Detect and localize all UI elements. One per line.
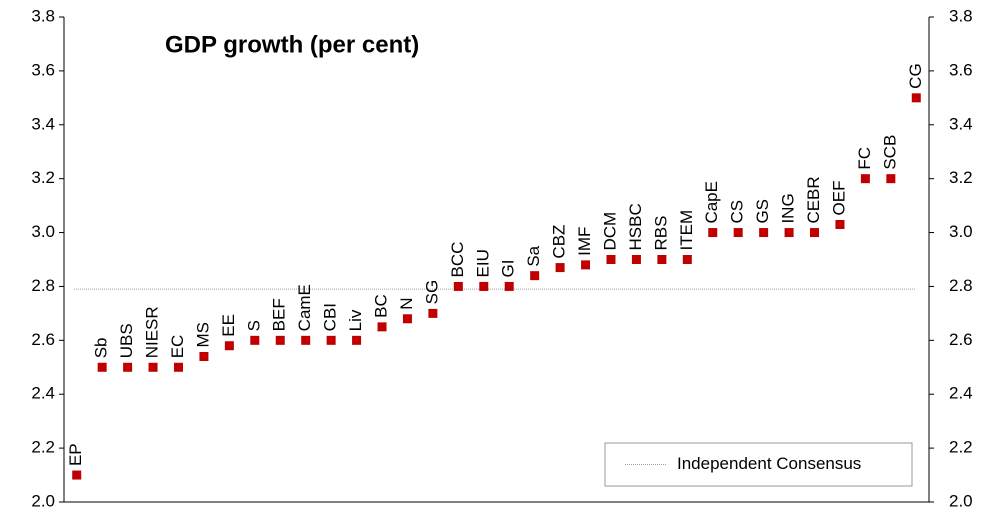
- point-label: CBZ: [550, 225, 569, 259]
- point-label: N: [397, 297, 416, 309]
- y2-tick-label: 2.8: [949, 276, 973, 295]
- y-tick-label: 2.6: [31, 330, 55, 349]
- y-tick-label: 3.4: [31, 114, 55, 133]
- point: [250, 335, 260, 345]
- y-tick-label: 2.0: [31, 491, 55, 510]
- point: [810, 228, 820, 238]
- point-label: OEF: [829, 181, 848, 216]
- legend-label: Independent Consensus: [677, 454, 861, 473]
- y2-tick-label: 3.6: [949, 60, 973, 79]
- point: [326, 335, 336, 345]
- point: [860, 174, 870, 184]
- y2-tick-label: 3.8: [949, 6, 973, 25]
- point: [275, 335, 285, 345]
- point-label: EP: [66, 443, 85, 466]
- point-label: SCB: [880, 135, 899, 170]
- point-label: CG: [906, 63, 925, 89]
- point-label: NIESR: [143, 306, 162, 358]
- point: [733, 228, 743, 238]
- y-tick-label: 2.4: [31, 384, 55, 403]
- point-label: UBS: [117, 323, 136, 358]
- point-label: SG: [422, 280, 441, 305]
- point-label: FC: [855, 147, 874, 170]
- point: [555, 263, 565, 273]
- point-label: EC: [168, 335, 187, 359]
- point-label: RBS: [651, 216, 670, 251]
- y2-tick-label: 3.0: [949, 222, 973, 241]
- point: [835, 219, 845, 229]
- point-label: HSBC: [626, 203, 645, 250]
- point-label: CamE: [295, 284, 314, 331]
- point-label: CBI: [321, 303, 340, 331]
- point-label: BC: [371, 294, 390, 318]
- point: [301, 335, 311, 345]
- point: [224, 341, 234, 351]
- point-label: Liv: [346, 309, 365, 331]
- point-label: EIU: [473, 249, 492, 277]
- y-tick-label: 2.2: [31, 438, 55, 457]
- point-label: GS: [753, 199, 772, 224]
- point: [708, 228, 718, 238]
- point-label: IMF: [575, 227, 594, 256]
- point: [581, 260, 591, 270]
- point: [453, 281, 463, 291]
- point-label: EE: [219, 314, 238, 337]
- point: [911, 93, 921, 103]
- point-label: Sa: [524, 245, 543, 266]
- y-tick-label: 3.0: [31, 222, 55, 241]
- point: [657, 255, 667, 264]
- point: [504, 281, 514, 291]
- y2-tick-label: 3.4: [949, 114, 973, 133]
- point-label: DCM: [600, 212, 619, 251]
- point-label: CS: [728, 200, 747, 224]
- point: [148, 362, 158, 372]
- point: [631, 255, 641, 264]
- point: [784, 228, 794, 238]
- point-label: GI: [499, 259, 518, 277]
- point-label: S: [244, 320, 263, 331]
- point: [886, 174, 896, 184]
- y2-tick-label: 3.2: [949, 168, 973, 187]
- y-tick-label: 3.8: [31, 6, 55, 25]
- legend-box: [604, 442, 913, 487]
- y2-tick-label: 2.6: [949, 330, 973, 349]
- y-tick-label: 3.2: [31, 168, 55, 187]
- y-tick-label: 3.6: [31, 60, 55, 79]
- point: [428, 308, 438, 318]
- point: [97, 362, 107, 372]
- point-label: BEF: [270, 298, 289, 331]
- y2-tick-label: 2.4: [949, 384, 973, 403]
- point: [123, 362, 133, 372]
- point-label: ITEM: [677, 210, 696, 251]
- point: [606, 255, 616, 264]
- point: [479, 281, 489, 291]
- point: [530, 271, 540, 281]
- point: [402, 314, 412, 324]
- point: [199, 352, 209, 361]
- y2-tick-label: 2.2: [949, 438, 973, 457]
- y-tick-label: 2.8: [31, 276, 55, 295]
- point: [352, 335, 362, 345]
- point: [173, 362, 183, 372]
- chart-title: GDP growth (per cent): [165, 31, 419, 58]
- point-label: BCC: [448, 242, 467, 278]
- point-label: ING: [779, 193, 798, 223]
- point-label: CapE: [702, 181, 721, 224]
- point: [377, 322, 387, 332]
- point-label: Sb: [92, 337, 111, 358]
- point-label: CEBR: [804, 176, 823, 223]
- point: [682, 255, 692, 264]
- y2-tick-label: 2.0: [949, 491, 973, 510]
- point: [72, 470, 82, 480]
- point: [759, 228, 769, 238]
- point-label: MS: [193, 322, 212, 348]
